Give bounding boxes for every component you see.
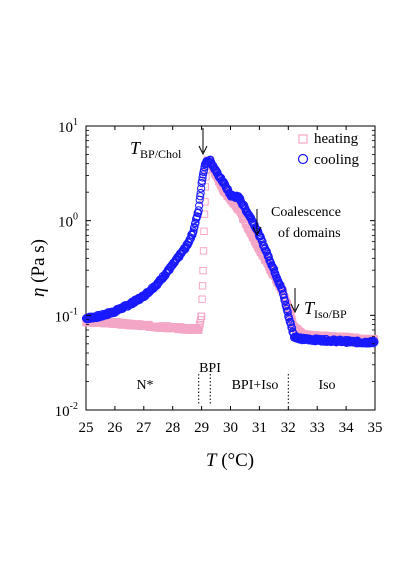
cooling-point (198, 173, 207, 182)
cooling-point (190, 222, 199, 232)
heating-point (198, 295, 206, 303)
heating-point (199, 247, 208, 255)
cooling-point (193, 212, 202, 221)
x-tick-label: 27 (136, 420, 152, 436)
annotation-t-bp-chol: TBP/Chol (130, 128, 208, 161)
x-tick-label: 34 (339, 420, 355, 436)
heating-point (198, 282, 207, 290)
cooling-point (286, 320, 296, 329)
y-axis-label: η (Pa s) (28, 239, 49, 297)
x-tick-label: 25 (79, 420, 94, 436)
cooling-series (81, 155, 379, 348)
heating-point (201, 198, 209, 206)
axis-ticks: 25 26 27 28 29 30 31 32 33 34 35 10-2 10-1 100 101 (55, 117, 383, 436)
heating-point (200, 227, 208, 235)
x-axis-label: T (°C) (206, 450, 254, 471)
legend: heating cooling (297, 131, 359, 168)
svg-text:TBP/Chol: TBP/Chol (130, 138, 182, 161)
x-tick-label: 29 (194, 420, 209, 436)
heating-point (197, 312, 206, 320)
phase-label-nstar: N* (136, 378, 153, 393)
annotation-t-iso-bp: TIso/BP (290, 288, 347, 321)
plot-frame (85, 125, 376, 411)
phase-label-bpi-iso: BPI+Iso (232, 378, 279, 393)
annotation-coalescence: Coalescence of domains (252, 205, 341, 241)
annotation-coalescence-line1: Coalescence (271, 205, 341, 220)
x-tick-label: 28 (165, 420, 180, 436)
cooling-point (197, 176, 207, 185)
x-tick-label: 26 (107, 420, 123, 436)
x-tick-label: 32 (281, 420, 296, 436)
x-tick-label: 31 (252, 420, 267, 436)
annotation-coalescence-line2: of domains (278, 226, 341, 241)
phase-label-bpi: BPI (199, 361, 221, 376)
cooling-point (264, 253, 273, 262)
cooling-point (189, 227, 198, 236)
cooling-point (287, 323, 297, 333)
annotation-t-iso-bp-sub: Iso/BP (314, 307, 347, 321)
cooling-point (195, 201, 204, 210)
phase-boundaries (198, 374, 289, 404)
cooling-point (197, 184, 206, 193)
cooling-point (196, 192, 205, 201)
y-tick-label: 10-2 (55, 401, 78, 420)
annotation-t-iso-bp-main: T (304, 298, 316, 318)
legend-heating-label: heating (314, 131, 359, 147)
legend-cooling-label: cooling (314, 152, 359, 168)
phase-label-iso: Iso (318, 378, 335, 393)
x-tick-label: 30 (223, 420, 238, 436)
x-tick-label: 33 (310, 420, 325, 436)
heating-point (199, 266, 207, 275)
x-tick-label: 35 (368, 420, 383, 436)
cooling-point (194, 206, 203, 215)
cooling-point (281, 297, 290, 306)
cooling-point (196, 189, 205, 198)
annotation-t-bp-chol-main: T (130, 138, 142, 158)
annotation-t-bp-chol-sub: BP/Chol (140, 147, 182, 161)
cooling-point (270, 265, 279, 274)
y-tick-label: 10-1 (55, 306, 78, 325)
cooling-point (258, 237, 267, 246)
y-tick-label: 100 (58, 212, 78, 231)
y-tick-label: 101 (58, 117, 78, 136)
cooling-point (282, 302, 291, 311)
legend-cooling-marker (297, 153, 309, 165)
legend-heating-marker (298, 134, 308, 144)
cooling-point (370, 338, 379, 347)
svg-text:TIso/BP: TIso/BP (304, 298, 347, 321)
